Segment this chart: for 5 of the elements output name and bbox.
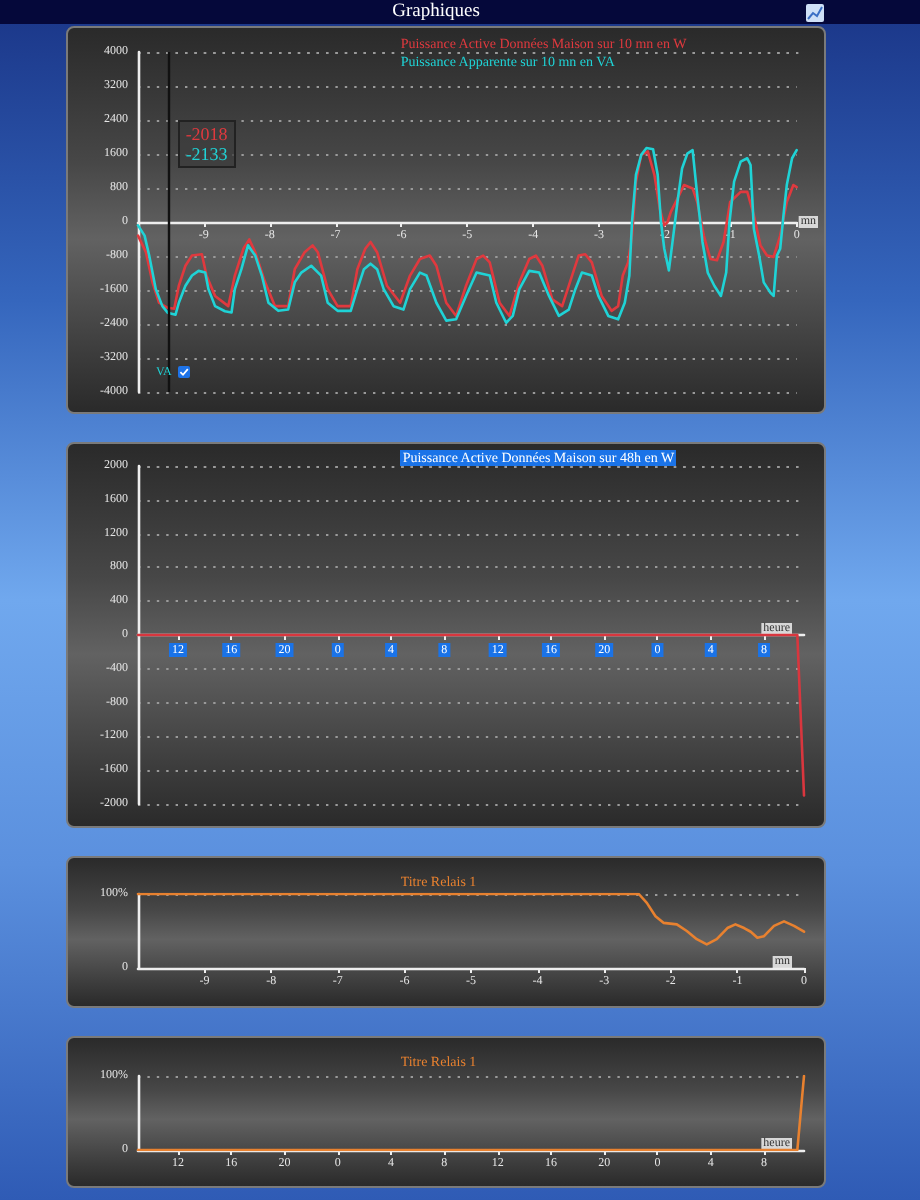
- chart-title: Graphiques: [390, 0, 482, 24]
- annotation: -2133: [185, 144, 228, 164]
- line-series: [136, 892, 806, 946]
- annotation: -2018: [185, 124, 228, 144]
- tooltip-box: -2018 -2133: [177, 120, 236, 168]
